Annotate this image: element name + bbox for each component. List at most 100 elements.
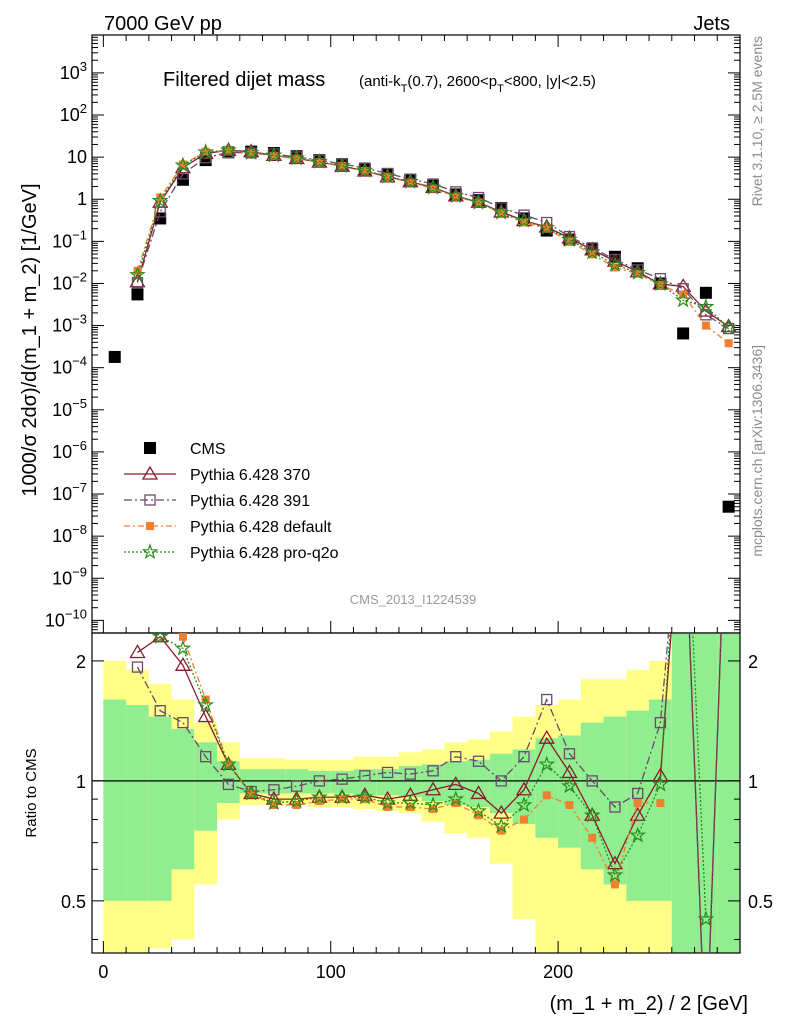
ratio-point [606,866,624,883]
ratio-point [310,788,328,805]
mcplots-label: mcplots.cern.ch [arXiv:1306.3436] [749,345,765,557]
ratio-point [360,795,369,804]
data-point [178,160,187,169]
series-line [136,149,729,328]
legend-marker [146,522,154,530]
ratio-point [406,803,415,812]
main-y-label: 1000/σ 2dσ)/d(m_1 + m_2) [1/GeV] [19,183,41,496]
ratio-point [356,788,374,805]
uncertainty-band-green [330,770,354,794]
ratio-point [538,729,555,744]
ratio-point [474,811,483,820]
legend: CMS Pythia 6.428 370 Pythia 6.428 391 Pythi… [124,441,339,562]
data-point [265,146,283,163]
data-point [108,350,121,363]
ratio-point [515,796,533,813]
uncertainty-band-green [353,769,377,796]
ratio-point [197,696,215,713]
ratio-point [470,802,487,819]
data-point [333,157,351,173]
data-point [197,143,215,160]
ratio-point [178,633,187,641]
ratio-point [447,776,464,791]
data-point [720,318,738,335]
ratio-point [427,765,439,777]
ratio-point [313,775,326,787]
ratio-point [629,806,646,821]
ratio-point [359,770,371,782]
ratio-point [538,755,556,772]
data-point [129,266,146,282]
data-point [699,286,712,299]
data-point [429,184,438,193]
ratio-point [265,794,283,811]
rivet-label: Rivet 3.1.10, ≥ 2.5M events [749,36,765,206]
ratio-point [609,801,621,813]
uncertainty-band-green [171,728,195,870]
uncertainty-band-green [103,699,127,901]
ratio-point [518,751,530,763]
ratio-point [424,781,442,796]
ratio-point [652,767,669,782]
ratio-point [224,760,233,769]
legend-label: Pythia 6.428 default [190,519,332,536]
ratio-point [333,788,351,805]
ratio-point [381,766,394,779]
ratio-point [429,805,438,814]
uncertainty-band-green [126,705,149,901]
data-point [561,230,578,247]
ratio-point [515,781,533,796]
data-point [633,269,642,278]
ratio-point [242,784,260,801]
ratio-point [565,801,574,810]
uncertainty-band-green [535,738,559,838]
ratio-point [654,717,667,729]
ratio-point [497,826,506,835]
y-tick-label: 10 [67,147,87,167]
x-tick-label: 0 [98,962,108,982]
ratio-point [656,799,665,808]
y-tick-label: 102 [60,101,87,125]
data-point [401,172,419,189]
legend-marker [141,543,159,560]
ratio-point [131,661,144,673]
data-point [724,339,733,348]
uncertainty-band-green [489,753,513,814]
data-point [133,266,142,275]
y-tick-label: 10−6 [52,438,87,462]
data-point [701,321,710,330]
data-point [542,224,551,233]
ratio-y-label: Ratio to CMS [23,748,40,837]
uncertainty-band-green [194,742,218,831]
watermark: CMS_2013_I1224539 [350,592,477,607]
y-tick-label: 10−7 [52,480,87,504]
uncertainty-band-green [558,735,581,848]
uncertainty-band-green [398,765,422,798]
ratio-point [269,801,278,810]
ratio-y-tick-label: 1 [76,772,86,792]
ratio-point [520,815,528,824]
data-point [356,161,374,178]
data-point [492,203,510,220]
ratio-point [561,777,578,794]
ratio-point [584,806,601,821]
ratio-point [492,817,510,834]
header-left: 7000 GeV pp [104,13,222,35]
ratio-series-line [136,633,722,953]
ratio-point [652,775,669,792]
ratio-point [222,778,235,791]
data-point [151,191,169,208]
legend-marker [141,465,159,480]
y-tick-label: 103 [60,59,87,83]
ratio-y-tick-label: 1 [748,772,758,792]
ratio-point [151,633,169,644]
ratio-point [288,792,306,809]
data-point [520,218,528,227]
y-tick-label: 10−1 [52,227,87,251]
data-point [722,500,735,513]
ratio-point [290,780,303,792]
y-tick-label: 10−8 [52,522,87,546]
uncertainty-band-green [444,761,468,806]
data-point [131,288,144,301]
